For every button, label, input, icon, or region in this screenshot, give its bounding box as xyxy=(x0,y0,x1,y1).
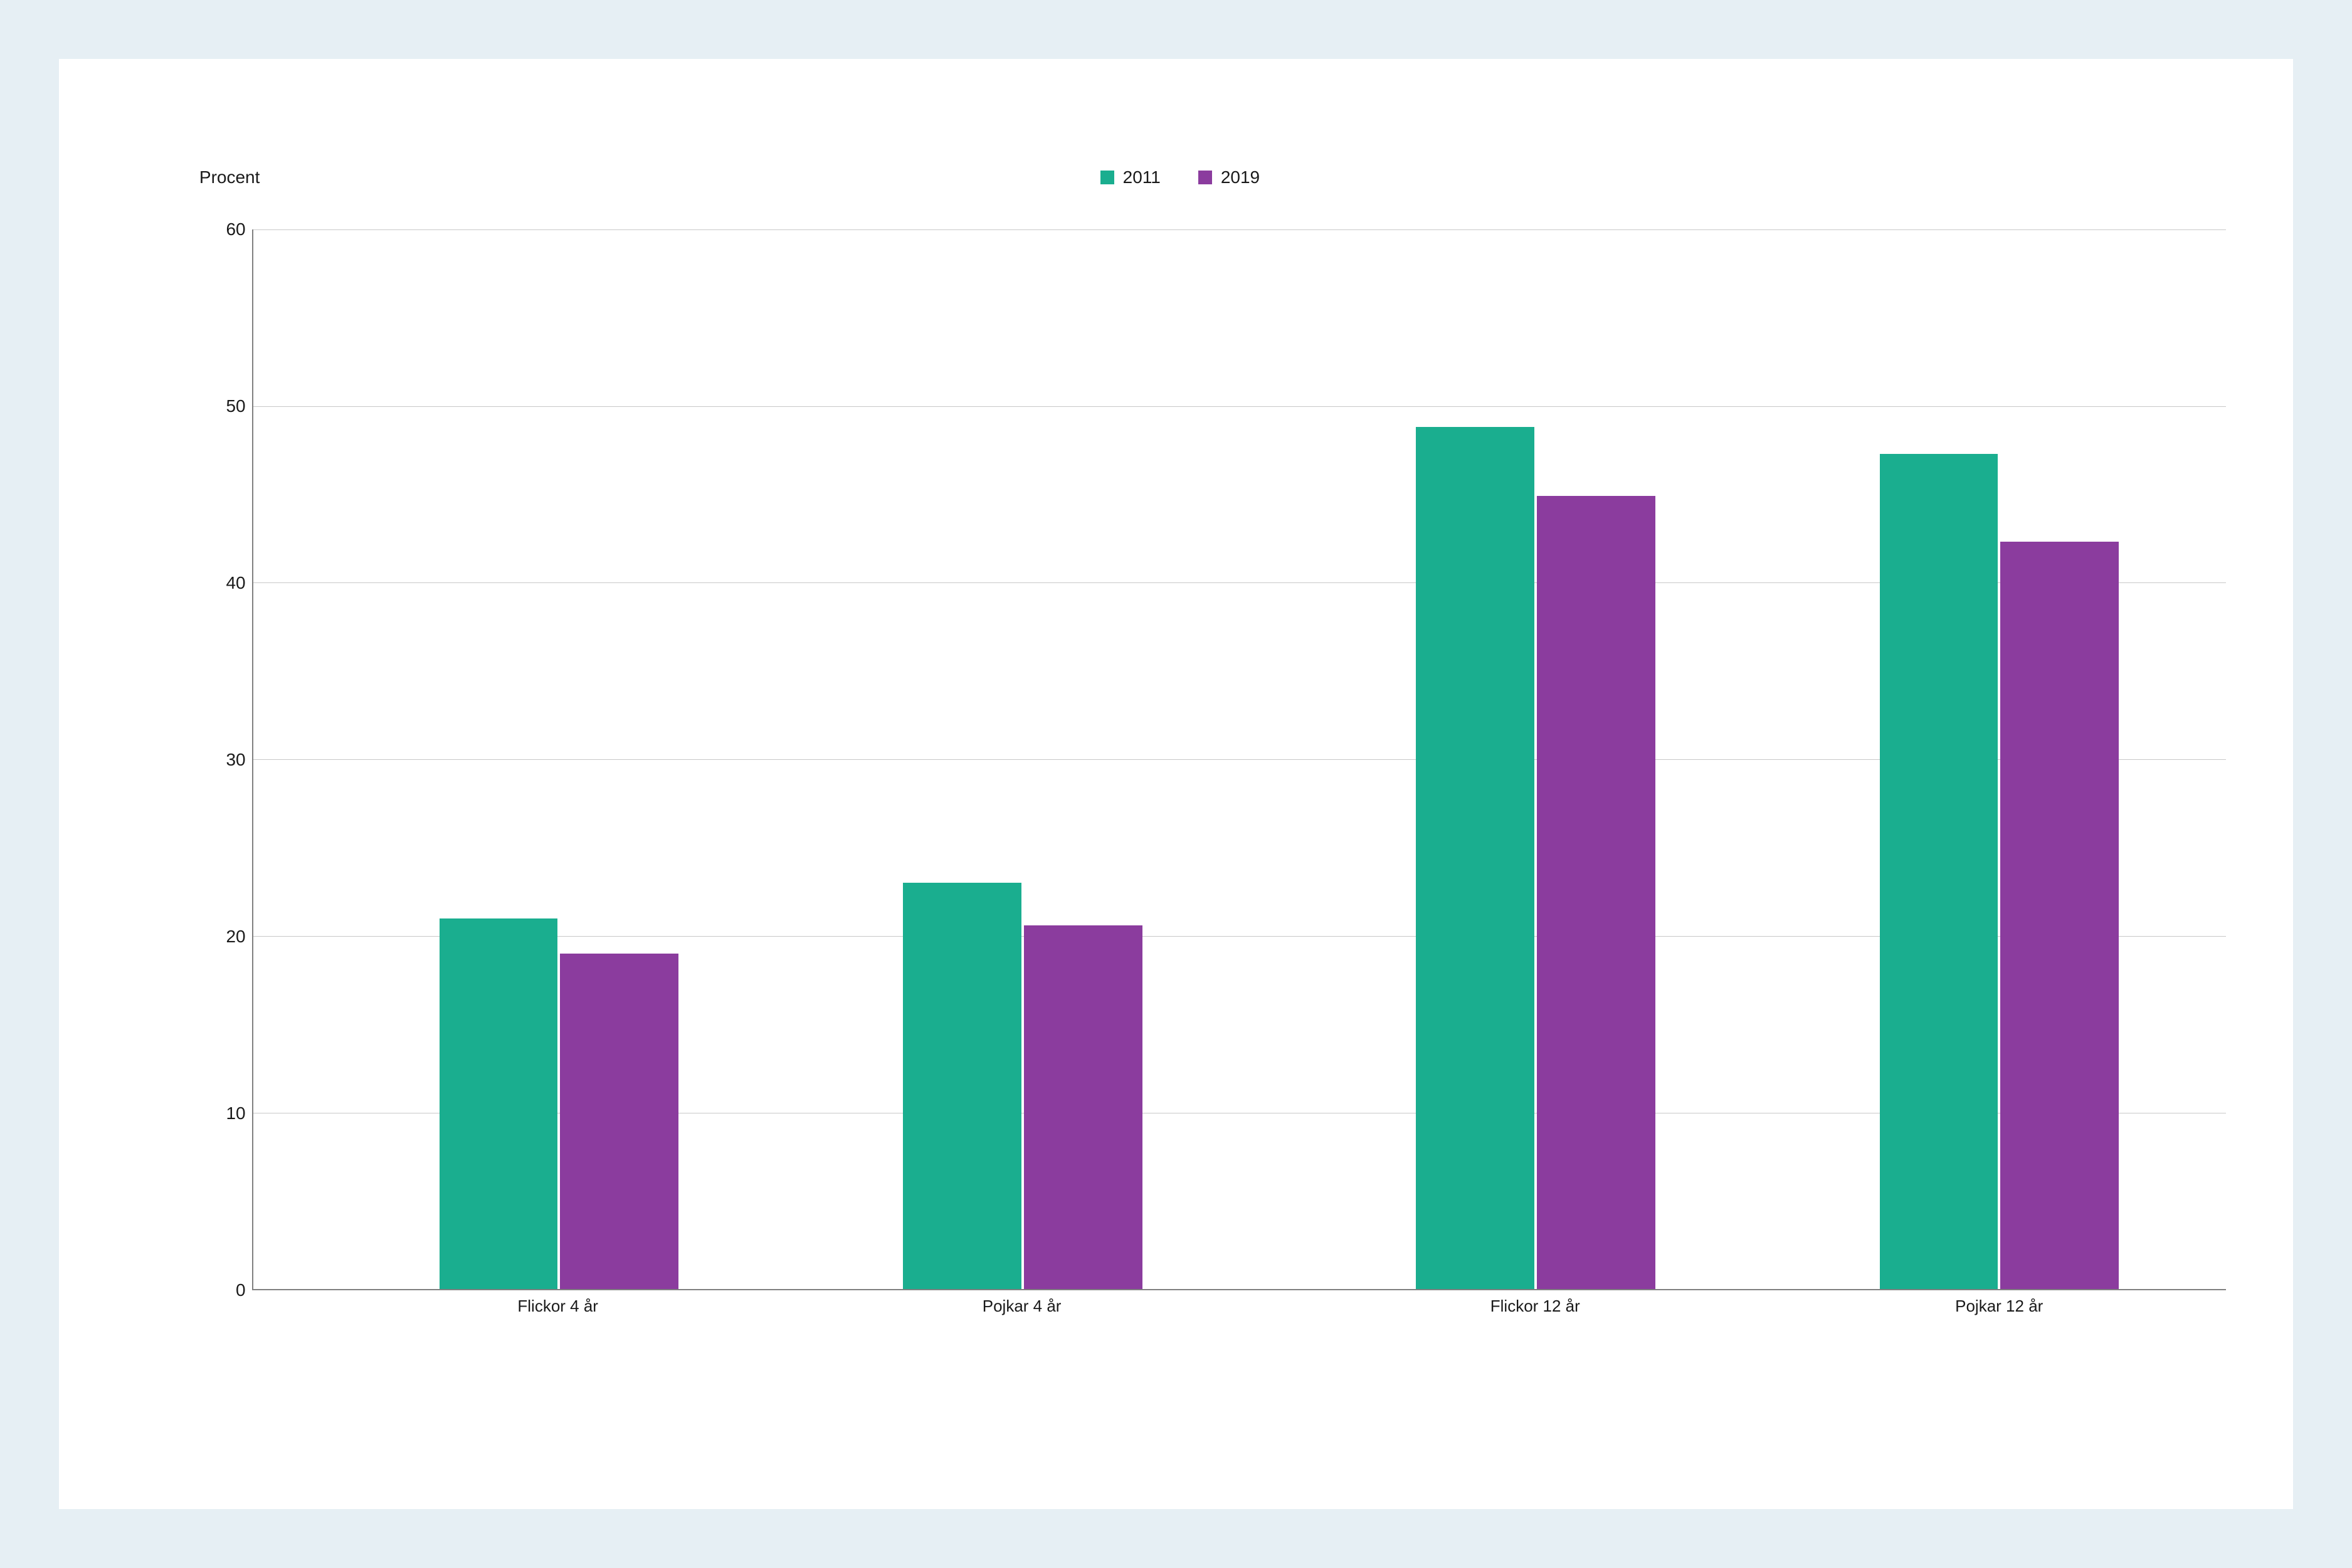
legend-swatch xyxy=(1198,171,1212,184)
legend-swatch xyxy=(1100,171,1114,184)
bar xyxy=(903,883,1021,1289)
bar xyxy=(440,918,558,1290)
y-tick-label: 30 xyxy=(226,750,245,770)
x-axis-labels: Flickor 4 år Pojkar 4 år Flickor 12 år Pojk… xyxy=(252,1290,2352,1368)
bar xyxy=(1416,427,1534,1289)
bar xyxy=(2000,542,2119,1289)
legend-item: 2019 xyxy=(1198,167,1260,187)
bar-group xyxy=(1412,229,1659,1290)
y-tick-label: 0 xyxy=(236,1280,246,1300)
outer-background: Procent 20112019 0102030405060 Flickor 4… xyxy=(0,0,2352,1568)
y-tick-label: 50 xyxy=(226,396,245,416)
plot-wrap: 0102030405060 xyxy=(126,229,2227,1291)
y-tick-label: 40 xyxy=(226,573,245,593)
plot-area xyxy=(252,229,2227,1291)
y-tick-label: 20 xyxy=(226,927,245,947)
x-tick-label: Pojkar 4 år xyxy=(983,1297,1062,1316)
x-tick-label: Flickor 4 år xyxy=(517,1297,598,1316)
bar xyxy=(1880,454,1998,1290)
bar xyxy=(1537,496,1655,1289)
chart-panel: Procent 20112019 0102030405060 Flickor 4… xyxy=(59,59,2293,1509)
legend-label: 2019 xyxy=(1221,167,1260,187)
bar xyxy=(560,954,678,1289)
x-tick-label: Pojkar 12 år xyxy=(1955,1297,2043,1316)
bar-group xyxy=(899,229,1146,1290)
legend: 2011 2019 xyxy=(134,167,2226,187)
legend-label: 2011 xyxy=(1123,167,1161,187)
chart-header: Procent 20112019 xyxy=(126,126,2227,229)
y-axis-ticks: 0102030405060 xyxy=(126,229,252,1291)
legend-item: 2011 xyxy=(1100,167,1161,187)
x-tick-label: Flickor 12 år xyxy=(1490,1297,1580,1316)
bar-group xyxy=(1876,229,2123,1290)
bar-group xyxy=(436,229,682,1290)
bar xyxy=(1024,925,1142,1289)
y-tick-label: 10 xyxy=(226,1103,245,1123)
y-tick-label: 60 xyxy=(226,219,245,239)
